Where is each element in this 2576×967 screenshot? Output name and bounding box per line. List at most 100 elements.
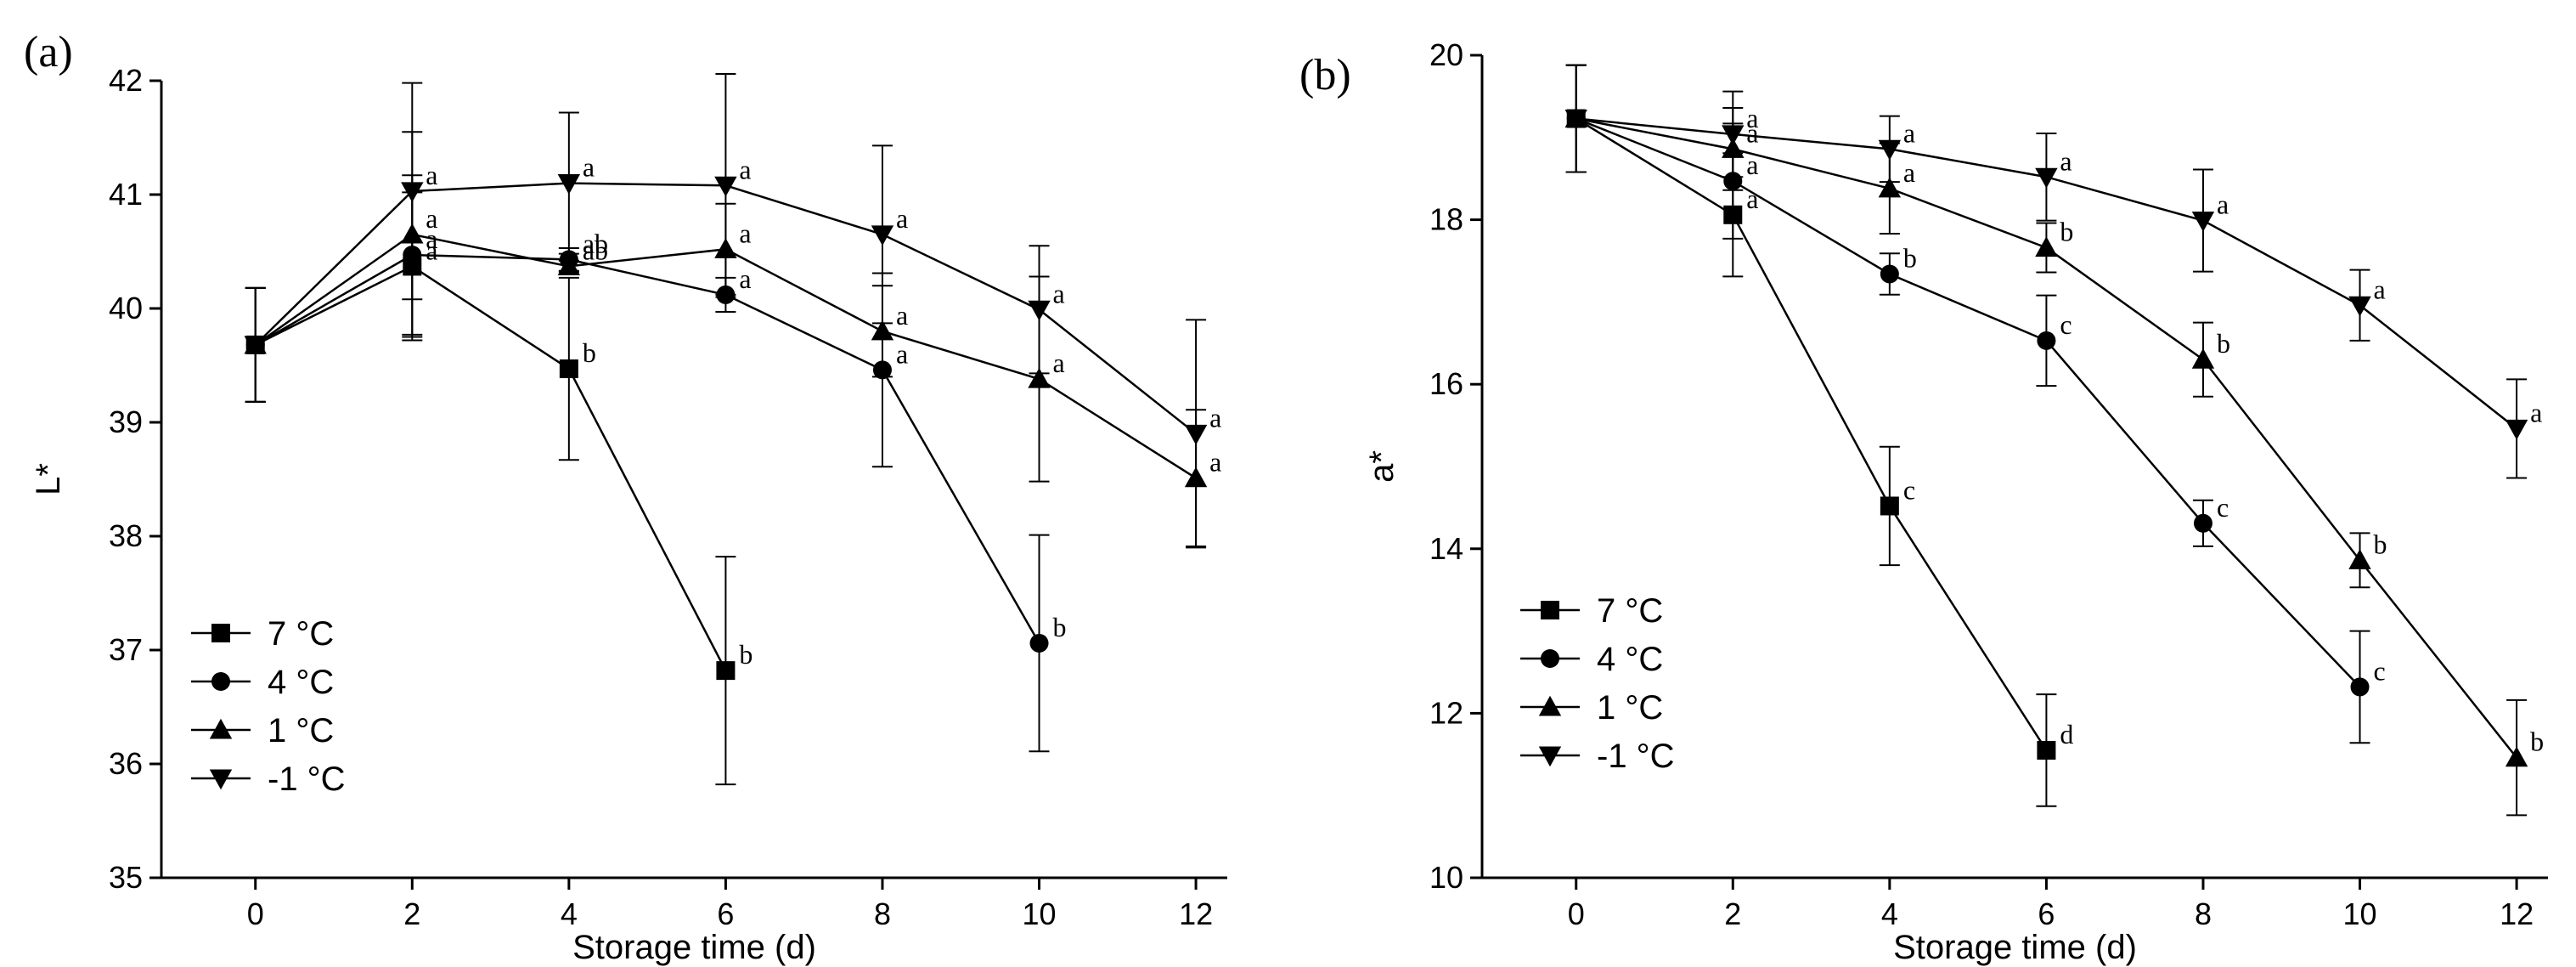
significance-letter: b — [1903, 242, 1917, 273]
y-tick-label: 16 — [1429, 366, 1463, 401]
data-point — [1722, 125, 1745, 146]
legend-marker — [211, 672, 230, 691]
data-point — [1184, 424, 1208, 445]
x-tick-label: 10 — [2343, 896, 2377, 931]
y-tick-label: 37 — [109, 632, 143, 667]
x-tick-label: 2 — [1724, 896, 1741, 931]
significance-letter: b — [2217, 328, 2230, 359]
significance-letter: a — [426, 235, 437, 265]
y-tick-label: 38 — [109, 518, 143, 553]
significance-letter: c — [2374, 655, 2386, 686]
significance-letter: a — [896, 300, 908, 331]
y-tick-label: 10 — [1429, 860, 1463, 895]
y-tick-label: 35 — [109, 860, 143, 895]
data-point — [2348, 296, 2371, 317]
legend-label: 7 °C — [268, 615, 334, 653]
x-tick-label: 4 — [1881, 896, 1898, 931]
significance-letter: a — [739, 263, 751, 294]
panel-b-a-star-chart: (b) 10 12 14 16 18 20 0 2 4 6 8 10 12 Storage time (d)… — [1299, 37, 2548, 966]
significance-letter: a — [2374, 274, 2386, 304]
significance-letter: ab — [583, 235, 608, 265]
y-tick-label: 42 — [109, 63, 143, 98]
data-point — [1880, 264, 1899, 284]
data-point — [2505, 746, 2528, 767]
significance-letter: c — [1903, 474, 1915, 505]
significance-letter: a — [1746, 117, 1758, 148]
significance-letter: d — [2060, 719, 2073, 749]
significance-letter: a — [896, 338, 908, 369]
legend-marker — [1538, 746, 1562, 767]
data-point — [2348, 549, 2371, 569]
data-point — [2035, 167, 2058, 189]
significance-letter: a — [2060, 145, 2072, 176]
significance-letter: a — [2217, 189, 2229, 220]
x-tick-label: 12 — [2500, 896, 2534, 931]
significance-letter: a — [1209, 447, 1221, 478]
y-tick-label: 14 — [1429, 531, 1463, 566]
data-point — [871, 320, 894, 341]
x-tick-label: 12 — [1179, 896, 1213, 931]
legend-marker — [211, 624, 230, 642]
panel-label: (a) — [24, 28, 73, 76]
data-point — [557, 255, 581, 275]
significance-letter: a — [739, 218, 751, 248]
significance-letter: a — [426, 203, 437, 234]
significance-letter: a — [583, 152, 595, 183]
significance-letter: b — [2060, 217, 2073, 247]
series-line — [255, 264, 727, 671]
significance-letter: a — [1746, 184, 1758, 214]
legend-label: 1 °C — [1597, 689, 1663, 727]
y-tick-label: 12 — [1429, 695, 1463, 730]
data-point — [1880, 496, 1899, 516]
y-tick-label: 20 — [1429, 37, 1463, 72]
x-tick-label: 0 — [1568, 896, 1585, 931]
significance-letter: a — [1903, 117, 1915, 148]
legend-marker — [1538, 695, 1562, 716]
data-point — [1564, 109, 1587, 130]
significance-letter: a — [1209, 402, 1221, 433]
data-point — [2037, 740, 2056, 760]
y-axis-title: L* — [30, 463, 67, 495]
significance-letter: a — [896, 203, 908, 234]
data-point — [714, 176, 737, 197]
significance-letter: a — [2530, 397, 2542, 427]
panel-a-L-star-chart: (a) 35 36 37 38 39 40 41 42 0 2 4 6 8 10 12 Storage time… — [24, 28, 1227, 966]
legend-label: -1 °C — [1597, 738, 1675, 775]
data-point — [401, 182, 424, 203]
legend: 7 °C 4 °C 1 °C -1 °C — [191, 615, 346, 798]
significance-letter: a — [1053, 278, 1065, 308]
significance-letter: b — [739, 639, 753, 670]
data-point — [559, 359, 578, 379]
legend-label: 4 °C — [1597, 641, 1663, 678]
data-point — [1878, 177, 1902, 198]
series-line — [255, 253, 1040, 644]
data-point — [2191, 212, 2215, 232]
y-tick-label: 39 — [109, 404, 143, 439]
significance-letter: c — [2217, 492, 2229, 523]
x-tick-label: 6 — [717, 896, 734, 931]
significance-letter: b — [2530, 727, 2544, 757]
legend: 7 °C 4 °C 1 °C -1 °C — [1520, 592, 1675, 775]
y-tick-label: 40 — [109, 291, 143, 325]
data-point — [1878, 139, 1902, 161]
legend-marker — [209, 769, 233, 790]
legend-marker — [209, 718, 233, 739]
data-point — [2193, 513, 2212, 533]
significance-letter: a — [426, 160, 437, 190]
legend-label: 4 °C — [268, 664, 334, 701]
significance-letter: c — [2060, 309, 2072, 340]
data-point — [716, 661, 736, 681]
data-point — [2037, 331, 2056, 350]
significance-letter: a — [1053, 348, 1065, 378]
x-tick-label: 0 — [247, 896, 264, 931]
significance-letter: a — [1903, 157, 1915, 188]
significance-letter: ab — [583, 228, 608, 258]
y-tick-label: 41 — [109, 177, 143, 212]
significance-letter: a — [1746, 103, 1758, 133]
legend-marker — [1541, 649, 1559, 668]
legend-label: -1 °C — [268, 761, 346, 798]
